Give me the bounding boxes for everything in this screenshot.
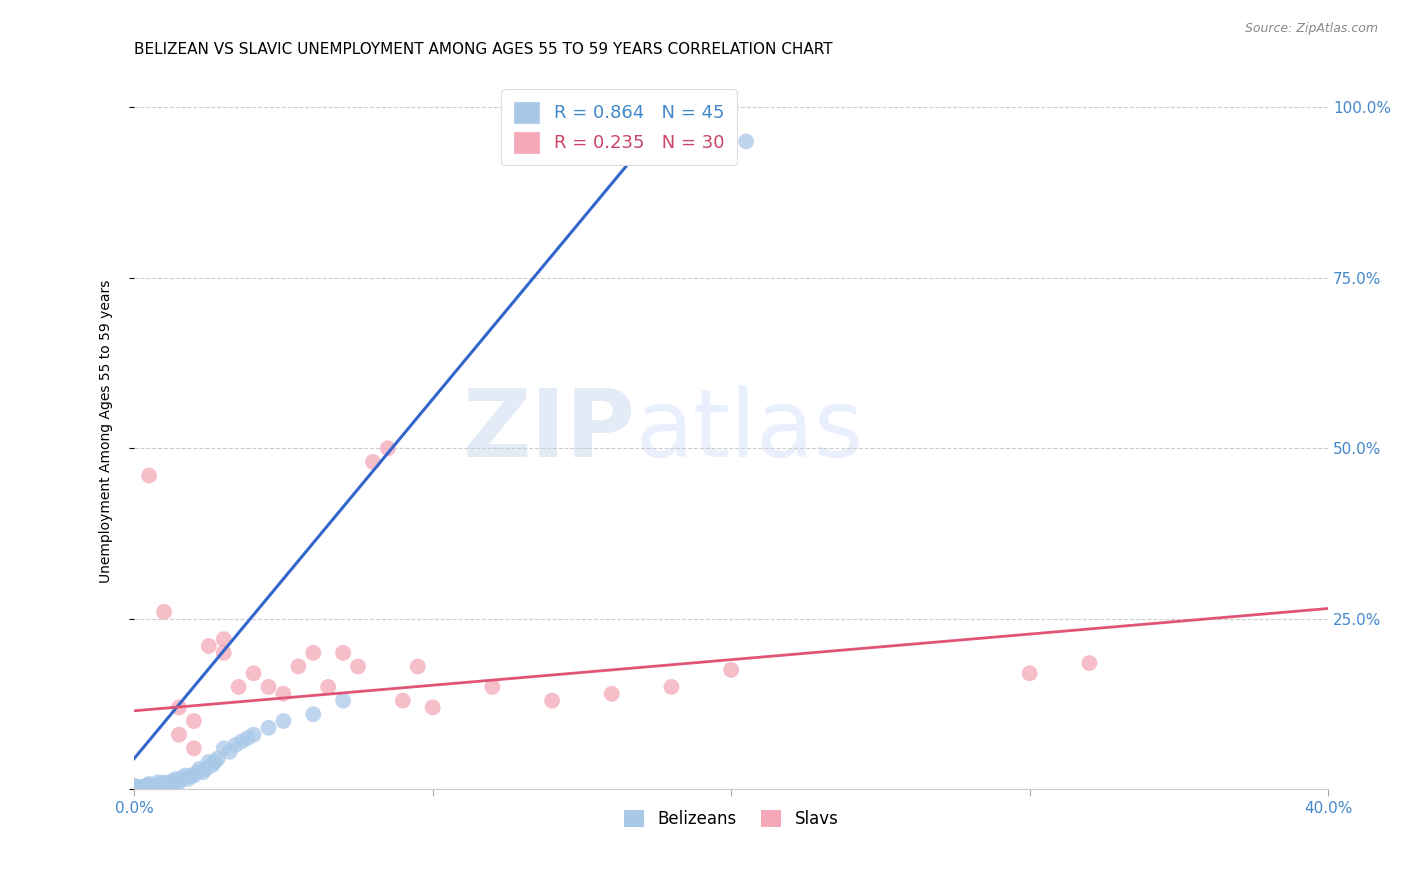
Point bbox=[138, 777, 160, 791]
Point bbox=[361, 455, 384, 469]
Point bbox=[316, 680, 339, 694]
Point bbox=[167, 775, 190, 789]
Point bbox=[273, 714, 295, 728]
Point bbox=[204, 755, 226, 769]
Point bbox=[661, 680, 683, 694]
Point bbox=[138, 468, 160, 483]
Point bbox=[231, 734, 253, 748]
Point bbox=[183, 714, 205, 728]
Point bbox=[1018, 666, 1040, 681]
Point bbox=[167, 728, 190, 742]
Point bbox=[735, 135, 758, 149]
Point bbox=[257, 680, 280, 694]
Point bbox=[600, 687, 623, 701]
Point bbox=[162, 774, 184, 789]
Point bbox=[165, 772, 187, 786]
Point bbox=[332, 693, 354, 707]
Point bbox=[183, 768, 205, 782]
Point bbox=[212, 741, 235, 756]
Y-axis label: Unemployment Among Ages 55 to 59 years: Unemployment Among Ages 55 to 59 years bbox=[100, 279, 114, 582]
Point bbox=[273, 687, 295, 701]
Point bbox=[159, 775, 181, 789]
Text: BELIZEAN VS SLAVIC UNEMPLOYMENT AMONG AGES 55 TO 59 YEARS CORRELATION CHART: BELIZEAN VS SLAVIC UNEMPLOYMENT AMONG AG… bbox=[134, 42, 832, 57]
Text: ZIP: ZIP bbox=[463, 385, 636, 477]
Point bbox=[156, 777, 179, 791]
Point bbox=[162, 779, 184, 793]
Point bbox=[186, 765, 208, 780]
Point bbox=[225, 738, 247, 752]
Point bbox=[198, 639, 221, 653]
Point bbox=[236, 731, 259, 745]
Point bbox=[180, 768, 202, 782]
Point bbox=[541, 693, 564, 707]
Point bbox=[146, 780, 169, 794]
Point bbox=[174, 768, 197, 782]
Point bbox=[146, 775, 169, 789]
Point bbox=[141, 780, 163, 794]
Point bbox=[183, 741, 205, 756]
Point bbox=[1078, 656, 1101, 670]
Point bbox=[122, 779, 145, 793]
Point bbox=[177, 772, 200, 786]
Point bbox=[257, 721, 280, 735]
Point bbox=[212, 632, 235, 647]
Point bbox=[201, 758, 224, 772]
Point bbox=[302, 646, 325, 660]
Point bbox=[198, 755, 221, 769]
Point bbox=[194, 762, 217, 776]
Legend: Belizeans, Slavs: Belizeans, Slavs bbox=[617, 803, 845, 835]
Text: atlas: atlas bbox=[636, 385, 863, 477]
Point bbox=[704, 141, 727, 155]
Point bbox=[332, 646, 354, 660]
Point bbox=[392, 693, 415, 707]
Point bbox=[127, 780, 149, 794]
Point bbox=[207, 751, 229, 765]
Point bbox=[287, 659, 309, 673]
Point bbox=[406, 659, 429, 673]
Point bbox=[242, 666, 264, 681]
Text: Source: ZipAtlas.com: Source: ZipAtlas.com bbox=[1244, 22, 1378, 36]
Point bbox=[377, 442, 399, 456]
Point bbox=[129, 780, 152, 794]
Point bbox=[143, 778, 166, 792]
Point bbox=[135, 779, 157, 793]
Point bbox=[212, 646, 235, 660]
Point bbox=[153, 605, 176, 619]
Point bbox=[153, 775, 176, 789]
Point bbox=[481, 680, 503, 694]
Point bbox=[138, 779, 160, 793]
Point bbox=[302, 707, 325, 722]
Point bbox=[720, 663, 742, 677]
Point bbox=[228, 680, 250, 694]
Point bbox=[153, 779, 176, 793]
Point bbox=[347, 659, 370, 673]
Point bbox=[150, 778, 173, 792]
Point bbox=[188, 762, 211, 776]
Point bbox=[170, 772, 193, 786]
Point bbox=[132, 780, 155, 795]
Point bbox=[422, 700, 444, 714]
Point bbox=[167, 700, 190, 714]
Point bbox=[242, 728, 264, 742]
Point bbox=[191, 765, 214, 780]
Point bbox=[218, 745, 240, 759]
